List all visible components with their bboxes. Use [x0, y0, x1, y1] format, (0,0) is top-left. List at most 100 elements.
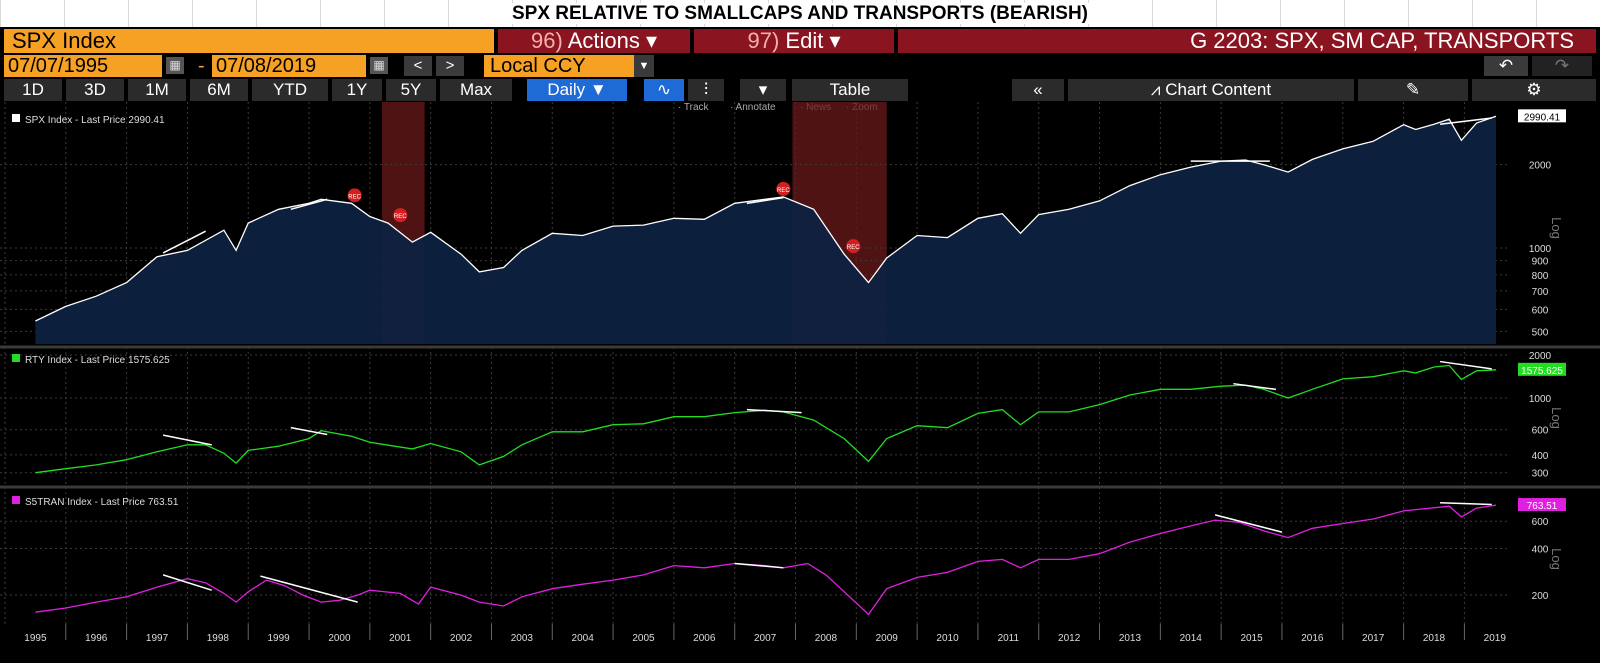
recession-marker: [393, 208, 408, 223]
y-tick-label: 800: [1532, 271, 1549, 282]
y-tick-label: 400: [1532, 544, 1549, 555]
recession-marker: [347, 188, 362, 203]
recession-marker-label: REC: [394, 214, 407, 220]
prev-period-button[interactable]: <: [404, 56, 432, 76]
recession-marker: [846, 239, 861, 254]
start-date-input[interactable]: 07/07/1995: [4, 55, 162, 77]
chevron-down-icon[interactable]: ▼: [634, 55, 654, 77]
tool-annotate: · Annotate: [730, 102, 776, 113]
gear-icon[interactable]: ⚙: [1472, 79, 1596, 101]
legend-label: RTY Index - Last Price 1575.625: [25, 355, 170, 366]
legend-label: SPX Index - Last Price 2990.41: [25, 115, 165, 126]
actions-number: 96): [530, 28, 563, 53]
period-1d[interactable]: 1D: [4, 79, 62, 101]
x-tick-label: 1997: [146, 633, 169, 644]
legend-swatch: [12, 354, 20, 362]
line-chart-icon[interactable]: ∿: [644, 79, 684, 101]
next-period-button[interactable]: >: [436, 56, 464, 76]
y-tick-label: 300: [1532, 469, 1549, 480]
series-area: [35, 116, 1496, 344]
undo-icon[interactable]: ↶: [1484, 56, 1528, 76]
y-tick-label: 500: [1532, 327, 1549, 338]
x-tick-label: 2013: [1119, 633, 1142, 644]
y-tick-label: 1000: [1529, 394, 1552, 405]
x-tick-label: 2000: [328, 633, 351, 644]
legend-label: S5TRAN Index - Last Price 763.51: [25, 497, 179, 508]
graph-title: G 2203: SPX, SM CAP, TRANSPORTS: [898, 29, 1596, 53]
y-tick-label: 400: [1532, 451, 1549, 462]
chart-content-label: Chart Content: [1165, 80, 1272, 99]
chevron-down-icon: ▾: [829, 28, 841, 53]
legend-swatch: [12, 496, 20, 504]
chart-content-button[interactable]: ⩘ Chart Content: [1068, 79, 1354, 101]
last-price-tag: [1518, 362, 1566, 376]
last-price-tag: [1518, 498, 1566, 512]
last-price-label: 1575.625: [1521, 366, 1563, 377]
page-title: SPX RELATIVE TO SMALLCAPS AND TRANSPORTS…: [0, 0, 1600, 27]
x-tick-label: 2012: [1058, 633, 1081, 644]
currency-select[interactable]: Local CCY: [484, 55, 654, 77]
x-tick-label: 2003: [511, 633, 534, 644]
redo-icon[interactable]: ↷: [1532, 56, 1592, 76]
trendline: [734, 562, 784, 569]
period-toolbar: 1D 3D 1M 6M YTD 1Y 5Y Max Daily ▼ ∿ ⫶ ▾ …: [0, 78, 1600, 102]
edit-pen-icon[interactable]: ✎: [1358, 79, 1468, 101]
recession-marker-label: REC: [847, 245, 860, 251]
x-tick-label: 2016: [1301, 633, 1324, 644]
date-toolbar: 07/07/1995 ▦ - 07/08/2019 ▦ < > Local CC…: [0, 54, 1600, 78]
edit-menu[interactable]: 97) Edit ▾: [694, 29, 894, 53]
x-tick-label: 2002: [450, 633, 473, 644]
series-line: [35, 115, 1497, 322]
x-tick-label: 2018: [1423, 633, 1446, 644]
period-3d[interactable]: 3D: [66, 79, 124, 101]
calendar-icon[interactable]: ▦: [370, 57, 388, 74]
x-tick-label: 2019: [1484, 633, 1507, 644]
period-max[interactable]: Max: [440, 79, 512, 101]
x-tick-label: 1998: [207, 633, 230, 644]
end-date-input[interactable]: 07/08/2019: [212, 55, 366, 77]
bar-chart-icon[interactable]: ⫶: [688, 79, 724, 101]
y-tick-label: 600: [1532, 517, 1549, 528]
tool-track: · Track: [678, 102, 710, 113]
chart-svg[interactable]: · Track· Annotate· News· Zoom20001000900…: [0, 102, 1600, 663]
y-tick-label: 900: [1532, 257, 1549, 268]
x-tick-label: 2006: [693, 633, 716, 644]
frequency-label: Daily: [547, 80, 586, 99]
period-6m[interactable]: 6M: [190, 79, 248, 101]
calendar-icon[interactable]: ▦: [166, 57, 184, 74]
x-tick-label: 2005: [632, 633, 655, 644]
x-tick-label: 2014: [1180, 633, 1203, 644]
chart-area[interactable]: · Track· Annotate· News· Zoom20001000900…: [0, 102, 1600, 663]
y-tick-label: 1000: [1529, 244, 1552, 255]
trendline: [162, 574, 212, 591]
log-scale-label: Log: [1549, 217, 1564, 239]
chart-content-icon: ⩘: [1150, 80, 1161, 99]
collapse-icon[interactable]: «: [1012, 79, 1064, 101]
ticker-field[interactable]: SPX Index: [4, 29, 494, 53]
series-line: [35, 364, 1497, 474]
recession-marker-label: REC: [777, 188, 790, 194]
period-ytd[interactable]: YTD: [252, 79, 328, 101]
edit-label: Edit: [785, 28, 824, 53]
last-price-label: 2990.41: [1524, 112, 1561, 123]
trendline: [162, 230, 207, 254]
table-button[interactable]: Table: [792, 79, 908, 101]
chart-type-dropdown[interactable]: ▾: [740, 79, 786, 101]
x-tick-label: 1999: [268, 633, 291, 644]
last-price-tag: [1518, 109, 1566, 123]
frequency-select[interactable]: Daily ▼: [527, 79, 627, 101]
x-tick-label: 2008: [815, 633, 838, 644]
trendline: [1439, 117, 1492, 125]
x-tick-label: 2010: [936, 633, 959, 644]
recession-marker-label: REC: [348, 194, 361, 200]
period-1y[interactable]: 1Y: [332, 79, 382, 101]
top-toolbar: SPX Index 96) Actions ▾ 97) Edit ▾ G 220…: [0, 27, 1600, 54]
period-1m[interactable]: 1M: [128, 79, 186, 101]
last-price-label: 763.51: [1527, 501, 1558, 512]
actions-menu[interactable]: 96) Actions ▾: [498, 29, 690, 53]
period-5y[interactable]: 5Y: [386, 79, 436, 101]
y-tick-label: 2000: [1529, 161, 1552, 172]
x-tick-label: 2009: [876, 633, 899, 644]
trendline: [746, 408, 802, 414]
trendline: [746, 196, 784, 205]
